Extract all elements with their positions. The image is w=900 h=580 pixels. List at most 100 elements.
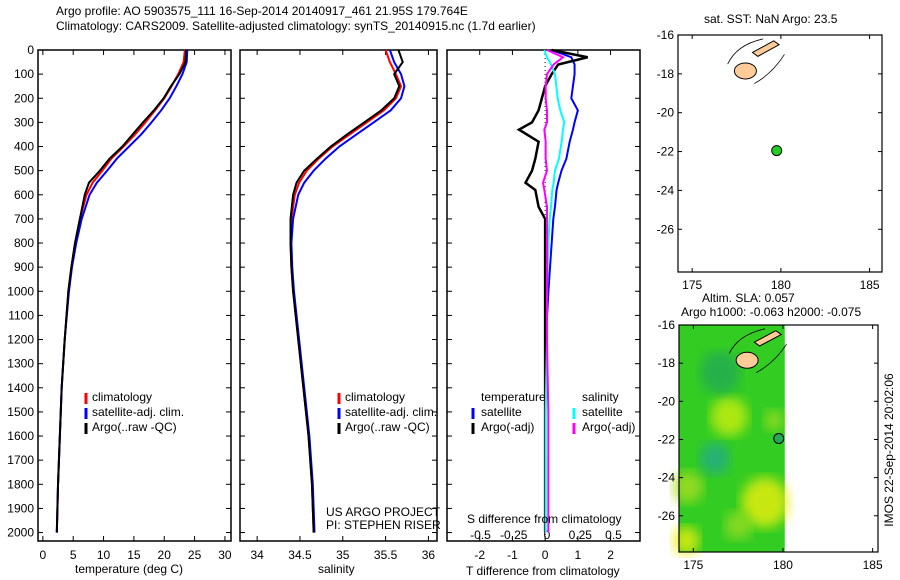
sla-blob <box>763 409 785 432</box>
y-tick-label: 100 <box>14 67 34 81</box>
sla-map-lat-label: -22 <box>658 432 676 446</box>
y-tick-label: 1500 <box>7 405 34 419</box>
sla-blob <box>699 351 741 395</box>
sla-map-viti-levu <box>735 351 759 369</box>
legend-climatology-s: climatology <box>345 390 406 404</box>
sst-map-vanua-levu <box>751 40 781 57</box>
sla-map-lon-label: 180 <box>773 558 793 572</box>
s-diff-tick-label: -0.25 <box>500 528 528 542</box>
temperature-xlabel: temperature (deg C) <box>75 562 184 576</box>
sst-map-lat-label: -20 <box>657 106 675 120</box>
sla-blob <box>672 470 704 504</box>
sla-blob <box>724 510 752 540</box>
salinity-panel <box>239 49 438 542</box>
y-tick-label: 400 <box>14 140 34 154</box>
salinity-xlabel: salinity <box>318 562 355 576</box>
legend-argo-s: Argo(..raw -QC) <box>345 420 430 434</box>
y-tick-label: 1600 <box>7 429 34 443</box>
sst-map-lat-label: -24 <box>657 183 675 197</box>
t-diff-x-tick-label: 2 <box>607 548 614 562</box>
sst-map-title: sat. SST: NaN Argo: 23.5 <box>704 12 838 26</box>
credit-pi: PI: STEPHEN RISER <box>326 518 441 532</box>
t-diff-x-tick-label: -2 <box>474 548 485 562</box>
legend-t-satellite: satellite <box>481 405 522 419</box>
title-line-2: Climatology: CARS2009. Satellite-adjuste… <box>56 19 536 33</box>
difference-panel <box>446 49 641 542</box>
y-tick-label: 600 <box>14 188 34 202</box>
t-diff-xlabel: T difference from climatology <box>466 564 620 578</box>
difference-line-3 <box>541 49 565 533</box>
sst-map-viti-levu <box>733 62 757 80</box>
y-tick-label: 1100 <box>8 308 34 322</box>
salinity-x-tick-label: 35.5 <box>374 548 398 562</box>
s-diff-tick-label: 0.25 <box>569 528 593 542</box>
legend-argo: Argo(..raw -QC) <box>92 420 177 434</box>
sst-map-lon-label: 180 <box>771 278 791 292</box>
sla-map-title: Altim. SLA: 0.057 <box>702 291 795 305</box>
sla-map-lat-label: -24 <box>658 471 676 485</box>
temperature-panel <box>37 49 232 542</box>
sla-map-lon-label: 175 <box>683 558 703 572</box>
temperature-x-tick-label: 5 <box>70 548 77 562</box>
temperature-x-tick-label: 0 <box>40 548 47 562</box>
sst-map-lat-label: -16 <box>657 28 675 42</box>
temperature-line-2 <box>55 49 188 533</box>
sla-map-vanua-levu <box>753 330 783 347</box>
y-tick-label: 1400 <box>7 381 34 395</box>
sla-map-lat-label: -16 <box>658 318 676 332</box>
salinity-x-tick-label: 35 <box>336 548 350 562</box>
legend-s-satellite: satellite <box>582 405 623 419</box>
y-tick-label: 1700 <box>7 453 34 467</box>
legend-title-salinity: salinity <box>582 390 619 404</box>
difference-line-0 <box>544 49 579 533</box>
y-tick-label: 500 <box>14 164 34 178</box>
sst-map-lon-label: 185 <box>860 278 880 292</box>
temperature-x-tick-label: 15 <box>127 548 141 562</box>
sla-map-reef-outline <box>728 328 787 374</box>
y-tick-label: 2000 <box>7 526 34 540</box>
imos-timestamp: IMOS 22-Sep-2014 20:02:06 <box>882 373 896 527</box>
title-line-1: Argo profile: AO 5903575_111 16-Sep-2014… <box>56 4 468 18</box>
y-tick-label: 900 <box>14 260 34 274</box>
salinity-x-tick-label: 34.5 <box>288 548 312 562</box>
sst-map-lat-label: -26 <box>657 222 675 236</box>
sla-map-subtitle: Argo h1000: -0.063 h2000: -0.075 <box>681 305 862 319</box>
legend-satellite: satellite-adj. clim. <box>92 405 185 419</box>
y-tick-label: 1900 <box>7 501 34 515</box>
sst-map-lat-label: -22 <box>657 145 675 159</box>
y-tick-label: 1200 <box>7 333 34 347</box>
sla-map-argo-float-marker <box>773 433 785 444</box>
t-diff-x-tick-label: 1 <box>575 548 582 562</box>
legend-climatology: climatology <box>92 390 153 404</box>
y-tick-label: 200 <box>14 91 34 105</box>
sla-blob <box>741 477 789 528</box>
s-diff-tick-label: 0.5 <box>605 528 622 542</box>
temperature-x-tick-label: 10 <box>97 548 111 562</box>
temperature-x-tick-label: 20 <box>158 548 172 562</box>
credit-project: US ARGO PROJECT <box>326 505 441 519</box>
sst-map-lon-label: 175 <box>682 278 702 292</box>
sla-blob <box>699 442 731 475</box>
legend-t-argo: Argo(-adj) <box>481 420 535 434</box>
y-tick-label: 1800 <box>7 477 34 491</box>
s-diff-tick-label: 0 <box>544 528 551 542</box>
y-tick-label: 700 <box>14 212 34 226</box>
sst-map-frame <box>677 34 883 273</box>
sla-map-lat-label: -20 <box>658 394 676 408</box>
legend-title-temperature: temperature <box>481 390 546 404</box>
legend-satellite-s: satellite-adj. clim. <box>345 405 438 419</box>
salinity-x-tick-label: 34 <box>250 548 264 562</box>
temperature-line-0 <box>55 49 186 533</box>
sst-map-argo-float-marker <box>771 145 783 157</box>
sla-map-sla-field <box>672 325 789 555</box>
y-tick-label: 300 <box>14 115 34 129</box>
sla-blob <box>672 526 700 555</box>
y-tick-label: 1000 <box>7 284 34 298</box>
temperature-x-tick-label: 30 <box>218 548 232 562</box>
salinity-line-0 <box>289 49 403 533</box>
y-tick-label: 1300 <box>7 357 34 371</box>
sla-blob <box>710 396 748 437</box>
sla-map-lat-label: -26 <box>658 509 676 523</box>
